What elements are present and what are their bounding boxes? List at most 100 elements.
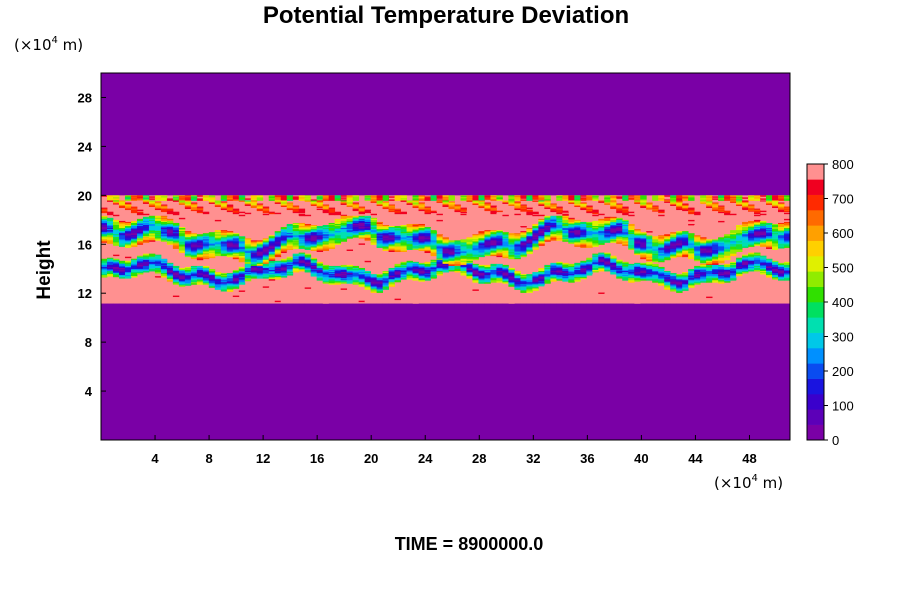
heatmap-cell [550,236,557,238]
heatmap-cell [214,236,222,238]
heatmap-cell [712,198,719,200]
heatmap-cell [298,210,306,213]
heatmap-cell [238,256,246,259]
heatmap-cell [610,265,617,268]
heatmap-cell [148,221,156,224]
heatmap-cell [490,234,497,236]
heatmap-cell [460,196,467,198]
heatmap-cell [502,245,509,247]
heatmap-cell [454,267,461,270]
heatmap-cell [124,261,132,264]
heatmap-cell [730,236,737,238]
heatmap-cell [556,216,563,219]
heatmap-cell [394,234,401,236]
heatmap-cell [154,270,162,272]
heatmap-cell [682,241,689,243]
heatmap-cell [652,196,659,198]
heatmap-cell [292,230,300,232]
heatmap-cell [436,222,443,225]
heatmap-cell [532,198,539,200]
heatmap-cell [676,199,683,201]
heatmap-cell [322,265,330,268]
heatmap-cell [274,212,282,215]
heatmap-cell [376,234,383,236]
heatmap-cell [244,266,252,269]
heatmap-cell [616,262,623,265]
heatmap-cell [412,263,419,266]
heatmap-cell [466,195,473,197]
heatmap-cell [640,206,647,209]
heatmap-cell [316,237,324,239]
heatmap-cell [784,218,791,221]
heatmap-cell [112,234,120,236]
heatmap-cell [490,206,497,209]
heatmap-cell [640,263,647,266]
heatmap-cell [310,248,318,250]
heatmap-cell [166,231,174,233]
heatmap-cell [550,218,557,221]
heatmap-cell [310,244,318,246]
heatmap-cell [334,231,342,233]
heatmap-cell [148,256,156,259]
heatmap-cell [172,225,180,227]
heatmap-cell [508,257,515,260]
heatmap-cell [718,207,725,210]
heatmap-cell [280,229,288,231]
heatmap-cell [232,242,240,244]
heatmap-cell [610,204,617,206]
heatmap-cell [454,243,461,245]
heatmap-cell [490,197,497,199]
heatmap-cell [478,240,485,242]
heatmap-cell [316,231,324,233]
heatmap-cell [226,233,234,235]
heatmap-cell [736,236,743,238]
heatmap-cell [430,228,437,230]
heatmap-cell [736,238,743,240]
heatmap-cell [604,237,611,239]
heatmap-cell [274,264,282,267]
heatmap-cell [688,242,695,244]
heatmap-cell [292,266,300,269]
heatmap-cell [772,223,779,226]
heatmap-cell [736,232,743,234]
heatmap-cell [760,260,767,263]
heatmap-cell [316,250,324,252]
heatmap-cell [322,233,330,235]
heatmap-cell [640,245,647,247]
heatmap-cell [472,202,479,204]
heatmap-cell [124,264,132,267]
heatmap-cell [208,253,216,256]
heatmap-cell [760,256,767,259]
heatmap-cell [352,266,360,269]
heatmap-cell [304,214,312,217]
heatmap-cell [454,266,461,269]
heatmap-cell [232,257,240,260]
heatmap-cell [358,231,366,233]
heatmap-cell [592,231,599,233]
heatmap-cell [664,234,671,236]
heatmap-cell [778,237,785,239]
heatmap-cell [166,269,174,271]
heatmap-cell [262,259,270,262]
heatmap-cell [598,269,605,271]
heatmap-cell [220,241,228,243]
heatmap-cell [406,267,413,270]
heatmap-cell [436,250,443,252]
heatmap-cell [508,253,515,256]
heatmap-cell [262,263,270,266]
heatmap-cell [610,259,617,262]
heatmap-cell [322,205,330,207]
heatmap-cell [700,256,707,259]
heatmap-cell [244,263,252,266]
heatmap-cell [406,244,413,246]
heatmap-cell [208,197,216,199]
heatmap-cell [598,231,605,233]
heatmap-cell [724,258,731,261]
heatmap-cell [676,249,683,251]
heatmap-cell [508,239,515,241]
heatmap-cell [472,251,479,254]
heatmap-cell [160,232,168,234]
heatmap-cell [700,195,707,197]
heatmap-cell [520,207,527,210]
heatmap-cell [586,211,593,214]
